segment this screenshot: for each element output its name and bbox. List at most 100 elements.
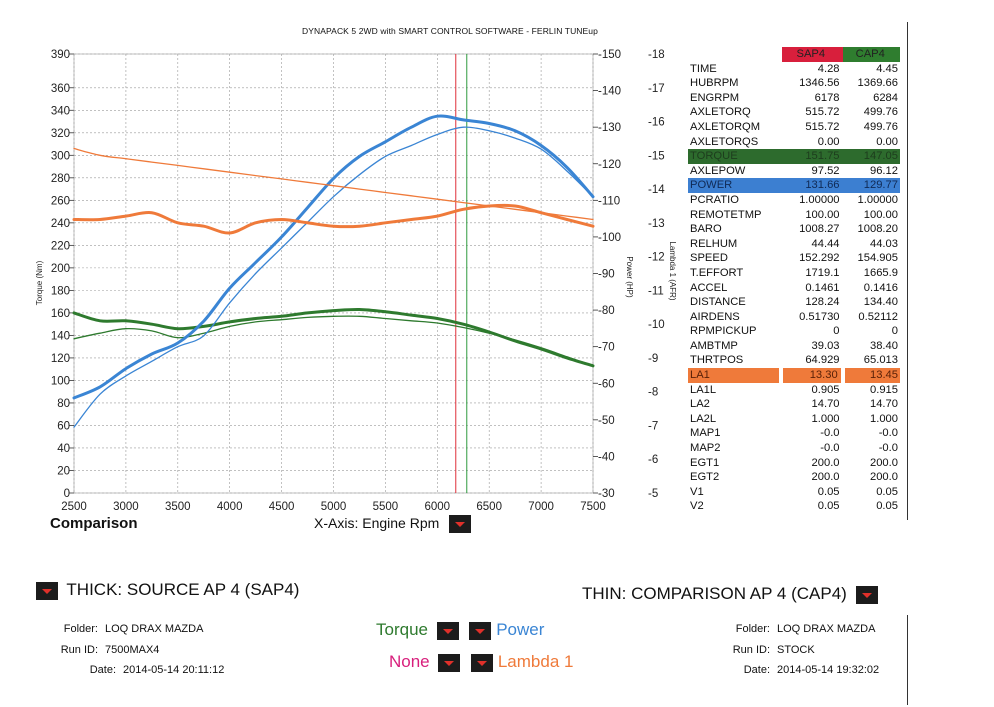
row-label: TIME: [690, 62, 717, 75]
lambda-tick-label: -12: [648, 252, 665, 264]
table-row: HUBRPM 1346.56 1369.66: [688, 76, 900, 91]
y-tick-label: 260: [51, 195, 70, 207]
values-table: SAP4 CAP4 TIME 4.28 4.45 HUBRPM 1346.56 1369.…: [688, 47, 900, 514]
row-sap4-value: 515.72: [805, 106, 840, 119]
lambda-tick-label: -5: [648, 488, 658, 500]
row-cap4-value: 200.0: [869, 471, 898, 484]
row-cap4-value: 1008.20: [857, 223, 898, 236]
lambda-tick-label: -16: [648, 117, 665, 129]
row-sap4-value: 13.30: [782, 368, 841, 383]
x-tick-label: 3000: [113, 501, 139, 513]
power-tick-label: -140: [598, 86, 621, 98]
row-label: DISTANCE: [690, 296, 746, 309]
x-tick-label: 5500: [373, 501, 399, 513]
row-cap4-value: 0: [891, 325, 898, 338]
table-row: V2 0.05 0.05: [688, 499, 900, 514]
x-tick-label: 5000: [321, 501, 347, 513]
source-dropdown-icon[interactable]: [36, 581, 58, 600]
lambda-tick-label: -14: [648, 184, 665, 196]
table-row: SPEED 152.292 154.905: [688, 251, 900, 266]
row-sap4-value: 0.1461: [805, 281, 840, 294]
table-row: V1 0.05 0.05: [688, 485, 900, 500]
lambda-tick-label: -7: [648, 420, 658, 432]
row-sap4-value: 6178: [814, 91, 840, 104]
y-tick-label: 240: [51, 218, 70, 230]
table-row: ENGRPM 6178 6284: [688, 91, 900, 106]
row-label: AXLETORQM: [690, 120, 761, 133]
source-selector[interactable]: THICK: SOURCE AP 4 (SAP4): [36, 580, 299, 600]
power-dropdown-icon[interactable]: [469, 621, 492, 640]
legend-none: None: [389, 652, 430, 671]
info-divider: [907, 615, 908, 705]
table-row: DISTANCE 128.24 134.40: [688, 295, 900, 310]
legend-row-1: Torque Power: [376, 620, 544, 640]
row-cap4-value: 100.00: [863, 208, 898, 221]
table-row: MAP2 -0.0 -0.0: [688, 441, 900, 456]
row-sap4-value: 151.75: [782, 149, 843, 164]
row-sap4-value: 100.00: [805, 208, 840, 221]
power-tick-label: -150: [598, 49, 621, 61]
row-sap4-value: 97.52: [811, 164, 840, 177]
row-label: AMBTMP: [690, 339, 738, 352]
comparison-ap-label: THIN: COMPARISON AP 4 (CAP4): [582, 584, 847, 603]
legend-row-2: None Lambda 1: [389, 652, 573, 672]
row-sap4-value: -0.0: [820, 442, 840, 455]
y-tick-label: 220: [51, 240, 70, 252]
source-run-id: 7500MAX4: [105, 643, 160, 656]
none-dropdown-icon[interactable]: [438, 653, 461, 672]
y-tick-label: 140: [51, 330, 70, 342]
row-sap4-value: 152.292: [799, 252, 840, 265]
table-row: T.EFFORT 1719.1 1665.9: [688, 266, 900, 281]
xaxis-selector[interactable]: X-Axis: Engine Rpm: [314, 515, 472, 534]
row-label: T.EFFORT: [690, 266, 744, 279]
source-label: THICK: SOURCE AP 4 (SAP4): [66, 580, 300, 599]
x-tick-label: 4000: [217, 501, 243, 513]
xaxis-dropdown-icon[interactable]: [449, 515, 472, 534]
row-cap4-value: 1.000: [869, 412, 898, 425]
page-title: DYNAPACK 5 2WD with SMART CONTROL SOFTWA…: [302, 26, 598, 36]
table-header: SAP4 CAP4: [688, 47, 900, 62]
row-label: EGT1: [690, 456, 720, 469]
x-tick-label: 4500: [269, 501, 295, 513]
row-cap4-value: 0.00: [876, 135, 898, 148]
row-cap4-value: 129.77: [842, 178, 900, 193]
row-sap4-value: 44.44: [811, 237, 840, 250]
row-sap4-value: 0.51730: [799, 310, 840, 323]
row-sap4-value: 131.66: [782, 178, 843, 193]
row-sap4-value: 1.000: [811, 412, 840, 425]
row-sap4-value: 0.00: [817, 135, 840, 148]
lambda-dropdown-icon[interactable]: [471, 653, 494, 672]
table-row: EGT2 200.0 200.0: [688, 470, 900, 485]
table-row: AXLETORQM 515.72 499.76: [688, 120, 900, 135]
source-folder: LOQ DRAX MAZDA: [105, 623, 204, 635]
y-tick-label: 0: [64, 488, 70, 500]
table-row: AXLEPOW 97.52 96.12: [688, 164, 900, 179]
table-row: RPMPICKUP 0 0: [688, 324, 900, 339]
comparison-dropdown-icon[interactable]: [855, 585, 878, 604]
row-sap4-value: 0.905: [811, 383, 840, 396]
row-label: AIRDENS: [690, 310, 740, 323]
comparison-run-id: STOCK: [777, 643, 815, 656]
power-tick-label: -30: [598, 488, 615, 500]
y-tick-label: 60: [57, 420, 70, 432]
xaxis-label: X-Axis: Engine Rpm: [314, 515, 440, 531]
torque-dropdown-icon[interactable]: [436, 621, 459, 640]
x-tick-label: 6000: [425, 501, 451, 513]
row-label: AXLETORQS: [690, 135, 759, 148]
row-cap4-value: 38.40: [869, 339, 898, 352]
row-cap4-value: 200.0: [869, 456, 898, 469]
lambda-tick-label: -15: [648, 150, 665, 162]
row-cap4-value: 499.76: [863, 106, 898, 119]
row-sap4-value: 1008.27: [799, 223, 840, 236]
row-cap4-value: 499.76: [863, 120, 898, 133]
row-sap4-value: 0.05: [817, 485, 840, 498]
lambda-cap4-line: [73, 147, 594, 221]
power-tick-label: -40: [598, 451, 615, 463]
legend-torque: Torque: [376, 620, 428, 639]
y-tick-label: 320: [51, 128, 70, 140]
table-row: LA2 14.70 14.70: [688, 397, 900, 412]
comparison-selector[interactable]: THIN: COMPARISON AP 4 (CAP4): [582, 584, 878, 604]
row-cap4-value: 6284: [873, 91, 898, 104]
row-sap4-value: 1346.56: [799, 77, 840, 90]
table-row: EGT1 200.0 200.0: [688, 456, 900, 471]
